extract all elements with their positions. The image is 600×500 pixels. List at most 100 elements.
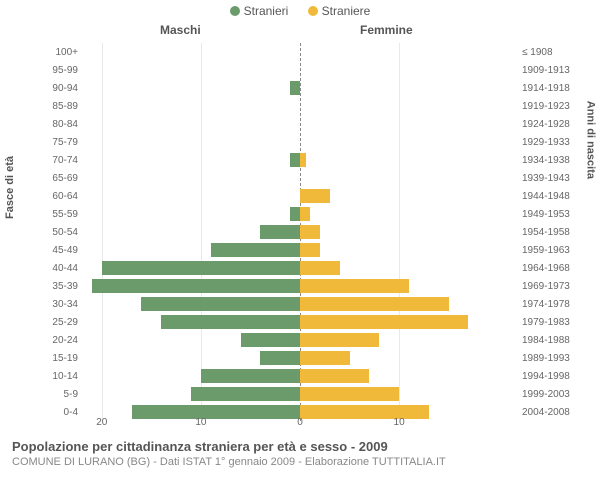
pyramid-row: 75-791929-1933 [82,133,518,151]
female-half [300,241,518,259]
pyramid-row: 85-891919-1923 [82,97,518,115]
bar-female [300,369,369,383]
male-half [82,205,300,223]
birth-year-label: 1909-1913 [522,65,582,76]
chart-rows: 100+≤ 190895-991909-191390-941914-191885… [82,43,518,421]
age-label: 100+ [28,47,78,58]
bar-female [300,279,409,293]
male-half [82,385,300,403]
legend-label-female: Straniere [322,4,371,18]
age-label: 0-4 [28,407,78,418]
bar-male [260,351,300,365]
legend-label-male: Stranieri [244,4,289,18]
col-title-right: Femmine [360,23,413,37]
age-label: 15-19 [28,353,78,364]
female-half [300,259,518,277]
male-half [82,241,300,259]
age-label: 20-24 [28,335,78,346]
bar-female [300,189,330,203]
male-half [82,169,300,187]
legend-dot-male [230,6,240,16]
x-tick-label: 20 [96,417,107,428]
birth-year-label: 1984-1988 [522,335,582,346]
male-half [82,187,300,205]
age-label: 80-84 [28,119,78,130]
bar-female [300,333,379,347]
male-half [82,115,300,133]
bar-female [300,351,350,365]
birth-year-label: 1974-1978 [522,299,582,310]
age-label: 30-34 [28,299,78,310]
birth-year-label: 1949-1953 [522,209,582,220]
pyramid-row: 40-441964-1968 [82,259,518,277]
pyramid-row: 90-941914-1918 [82,79,518,97]
female-half [300,79,518,97]
birth-year-label: 1994-1998 [522,371,582,382]
col-title-left: Maschi [160,23,201,37]
female-half [300,43,518,61]
age-label: 50-54 [28,227,78,238]
female-half [300,115,518,133]
age-label: 75-79 [28,137,78,148]
female-half [300,133,518,151]
birth-year-label: 1919-1923 [522,101,582,112]
legend-male: Stranieri [230,4,289,18]
bar-male [260,225,300,239]
bar-male [92,279,300,293]
male-half [82,277,300,295]
pyramid-row: 5-91999-2003 [82,385,518,403]
pyramid-row: 10-141994-1998 [82,367,518,385]
pyramid-row: 20-241984-1988 [82,331,518,349]
male-half [82,349,300,367]
legend-dot-female [308,6,318,16]
female-half [300,331,518,349]
bar-female [300,315,468,329]
male-half [82,223,300,241]
birth-year-label: 2004-2008 [522,407,582,418]
female-half [300,169,518,187]
pyramid-row: 95-991909-1913 [82,61,518,79]
bar-female [300,207,310,221]
age-label: 10-14 [28,371,78,382]
female-half [300,97,518,115]
male-half [82,97,300,115]
birth-year-label: 1914-1918 [522,83,582,94]
legend: Stranieri Straniere [0,0,600,19]
female-half [300,277,518,295]
birth-year-label: 1924-1928 [522,119,582,130]
footer-title: Popolazione per cittadinanza straniera p… [12,439,588,454]
female-half [300,61,518,79]
pyramid-row: 15-191989-1993 [82,349,518,367]
male-half [82,295,300,313]
y-axis-label-left: Fasce di età [4,156,16,219]
bar-female [300,153,306,167]
pyramid-row: 50-541954-1958 [82,223,518,241]
female-half [300,349,518,367]
bar-female [300,261,340,275]
age-label: 25-29 [28,317,78,328]
legend-female: Straniere [308,4,371,18]
male-half [82,259,300,277]
birth-year-label: 1979-1983 [522,317,582,328]
y-axis-label-right: Anni di nascita [584,101,596,179]
male-half [82,367,300,385]
birth-year-label: 1929-1933 [522,137,582,148]
x-axis-ticks: 2010010 [82,417,518,429]
footer-subtitle: COMUNE DI LURANO (BG) - Dati ISTAT 1° ge… [12,456,588,468]
male-half [82,61,300,79]
male-half [82,43,300,61]
male-half [82,313,300,331]
bar-female [300,297,449,311]
bar-male [102,261,300,275]
female-half [300,223,518,241]
bar-male [290,207,300,221]
bar-female [300,243,320,257]
birth-year-label: 1964-1968 [522,263,582,274]
birth-year-label: ≤ 1908 [522,47,582,58]
birth-year-label: 1944-1948 [522,191,582,202]
pyramid-row: 100+≤ 1908 [82,43,518,61]
age-label: 70-74 [28,155,78,166]
birth-year-label: 1939-1943 [522,173,582,184]
x-tick-label: 0 [297,417,303,428]
birth-year-label: 1954-1958 [522,227,582,238]
